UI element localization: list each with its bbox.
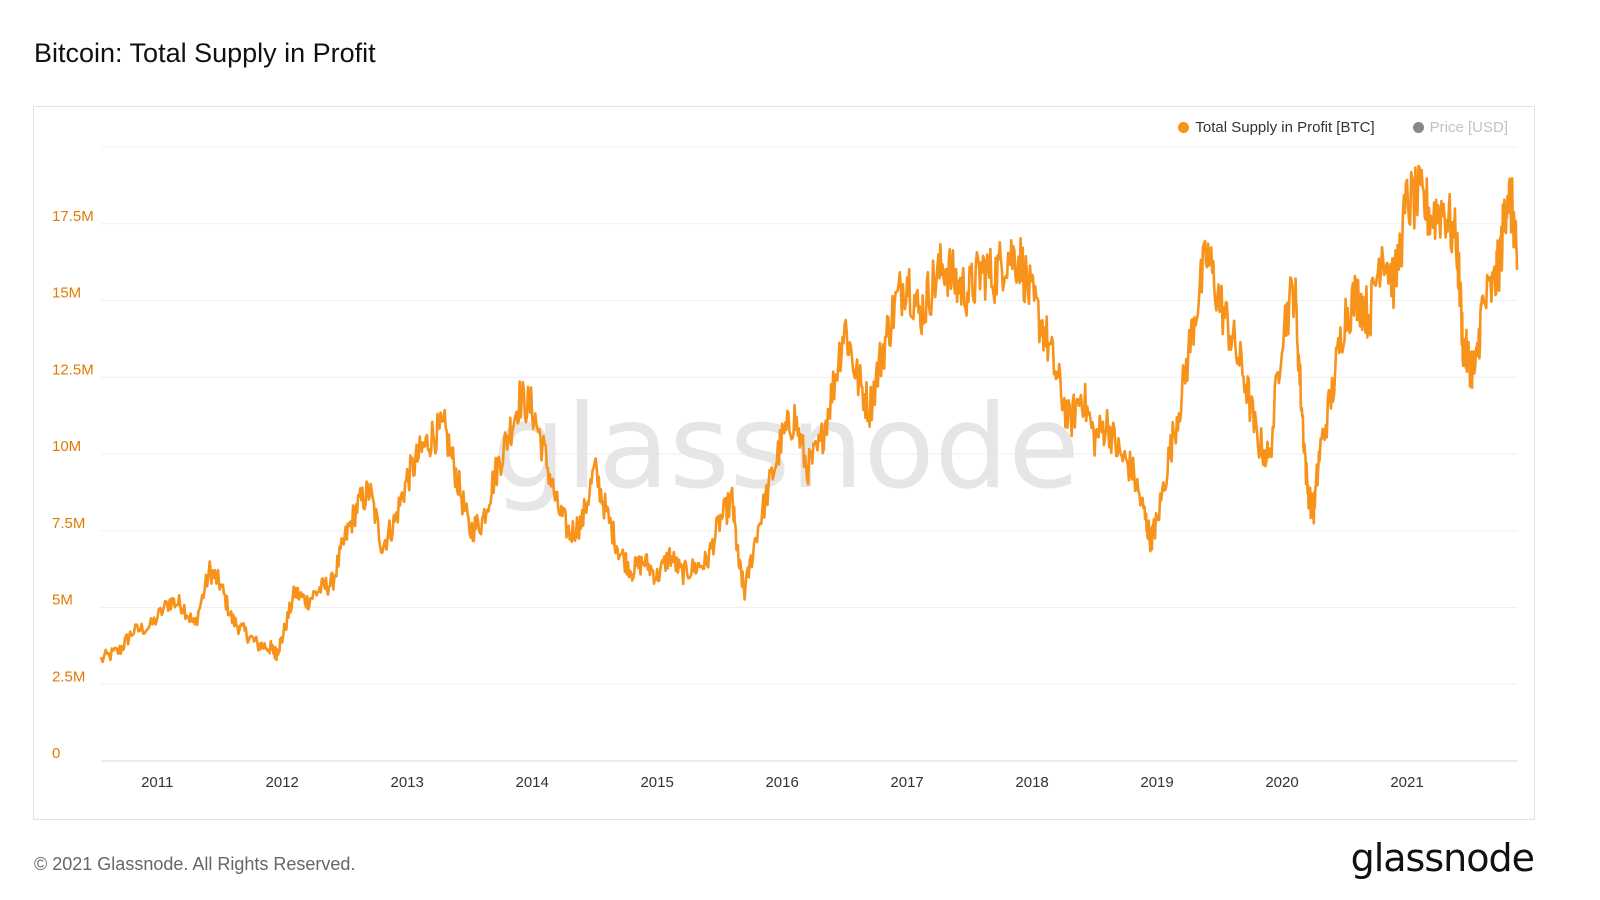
x-tick-label: 2021 <box>1390 774 1423 791</box>
x-axis: 2011 2012 2013 2014 2015 2016 2017 2018 2019 2020… <box>141 774 1424 791</box>
series-line-total-supply-in-profit <box>99 164 1519 664</box>
y-tick-label: 7.5M <box>52 515 85 532</box>
legend-label-supply: Total Supply in Profit [BTC] <box>1195 119 1375 136</box>
x-tick-label: 2020 <box>1265 774 1298 791</box>
legend: Total Supply in Profit [BTC] Price [USD] <box>1178 119 1508 136</box>
legend-dot-price-icon <box>1412 122 1424 133</box>
x-tick-label: 2013 <box>391 774 424 791</box>
x-tick-label: 2014 <box>515 774 548 791</box>
copyright-footer: © 2021 Glassnode. All Rights Reserved. <box>34 854 356 874</box>
y-tick-label: 15M <box>52 285 81 302</box>
glassnode-logo: glassnode <box>1350 836 1535 880</box>
y-tick-label: 17.5M <box>52 208 94 225</box>
y-tick-label: 5M <box>52 592 73 609</box>
x-tick-label: 2011 <box>141 774 173 791</box>
y-axis: 0 2.5M 5M 7.5M 10M 12.5M 15M 17.5M <box>52 208 94 762</box>
chart-panel: glassnode 0 2.5M 5M 7.5M 10M 12.5M 15M 17.5M 20… <box>33 106 1535 820</box>
chart-svg: glassnode 0 2.5M 5M 7.5M 10M 12.5M 15M 17.5M 20… <box>52 146 1519 791</box>
y-tick-label: 12.5M <box>52 361 94 378</box>
legend-item-price[interactable]: Price [USD] <box>1412 119 1508 136</box>
x-tick-label: 2012 <box>266 774 299 791</box>
watermark-text: glassnode <box>492 380 1079 515</box>
x-tick-label: 2016 <box>765 774 798 791</box>
x-tick-label: 2018 <box>1015 774 1048 791</box>
y-tick-label: 2.5M <box>52 668 85 685</box>
legend-dot-supply-icon <box>1178 122 1190 133</box>
y-tick-label: 0 <box>52 745 60 762</box>
chart-title: Bitcoin: Total Supply in Profit <box>34 38 376 68</box>
y-tick-label: 10M <box>52 438 81 455</box>
x-tick-label: 2017 <box>890 774 923 791</box>
x-tick-label: 2019 <box>1140 774 1173 791</box>
x-tick-label: 2015 <box>640 774 673 791</box>
legend-label-price: Price [USD] <box>1429 119 1508 136</box>
legend-item-supply[interactable]: Total Supply in Profit [BTC] <box>1178 119 1375 136</box>
